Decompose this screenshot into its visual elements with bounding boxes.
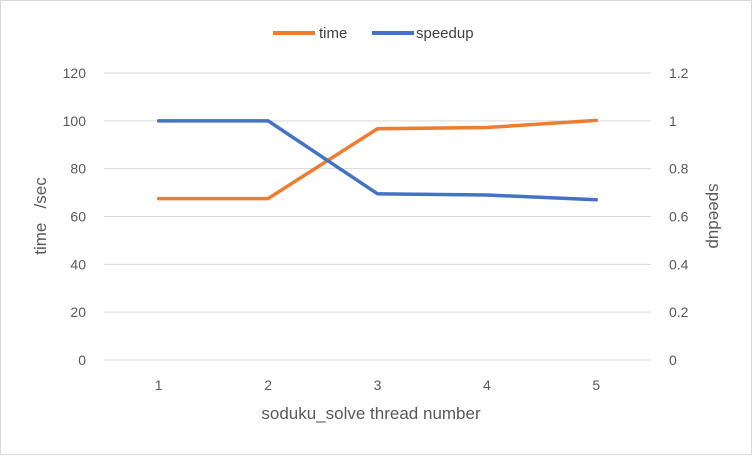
y-tick-label: 100 — [63, 113, 87, 129]
x-tick-label: 2 — [264, 377, 272, 393]
y2-tick-label: 0.8 — [669, 161, 689, 177]
gridlines — [104, 73, 651, 360]
y-tick-label: 80 — [70, 161, 86, 177]
y2-tick-label: 0.6 — [669, 209, 689, 225]
y-axis-title: time /sec — [31, 177, 50, 255]
y2-tick-label: 1.2 — [669, 65, 689, 81]
y2-axis-title: speedup — [705, 183, 724, 248]
x-tick-label: 4 — [483, 377, 491, 393]
y-tick-label: 20 — [70, 304, 86, 320]
y2-tick-label: 0 — [669, 352, 677, 368]
time-series-line — [159, 120, 597, 198]
y2-tick-label: 0.2 — [669, 304, 689, 320]
y-tick-label: 0 — [78, 352, 86, 368]
speedup-series-line — [159, 121, 597, 200]
y-tick-label: 40 — [70, 256, 86, 272]
y-tick-label: 120 — [63, 65, 87, 81]
series-lines — [159, 120, 597, 199]
right-axis-ticks: 0 0.2 0.4 0.6 0.8 1 1.2 — [669, 65, 689, 368]
speedup-legend-label: speedup — [416, 25, 474, 42]
x-tick-label: 1 — [155, 377, 163, 393]
x-tick-label: 3 — [374, 377, 382, 393]
time-legend-label: time — [319, 25, 347, 42]
legend: time speedup — [273, 25, 474, 42]
x-axis-title: soduku_solve thread number — [261, 404, 481, 423]
x-tick-label: 5 — [592, 377, 600, 393]
x-axis-ticks: 1 2 3 4 5 — [155, 377, 601, 393]
y-tick-label: 60 — [70, 209, 86, 225]
left-axis-ticks: 0 20 40 60 80 100 120 — [63, 65, 87, 368]
y2-tick-label: 0.4 — [669, 256, 689, 272]
y2-tick-label: 1 — [669, 113, 677, 129]
